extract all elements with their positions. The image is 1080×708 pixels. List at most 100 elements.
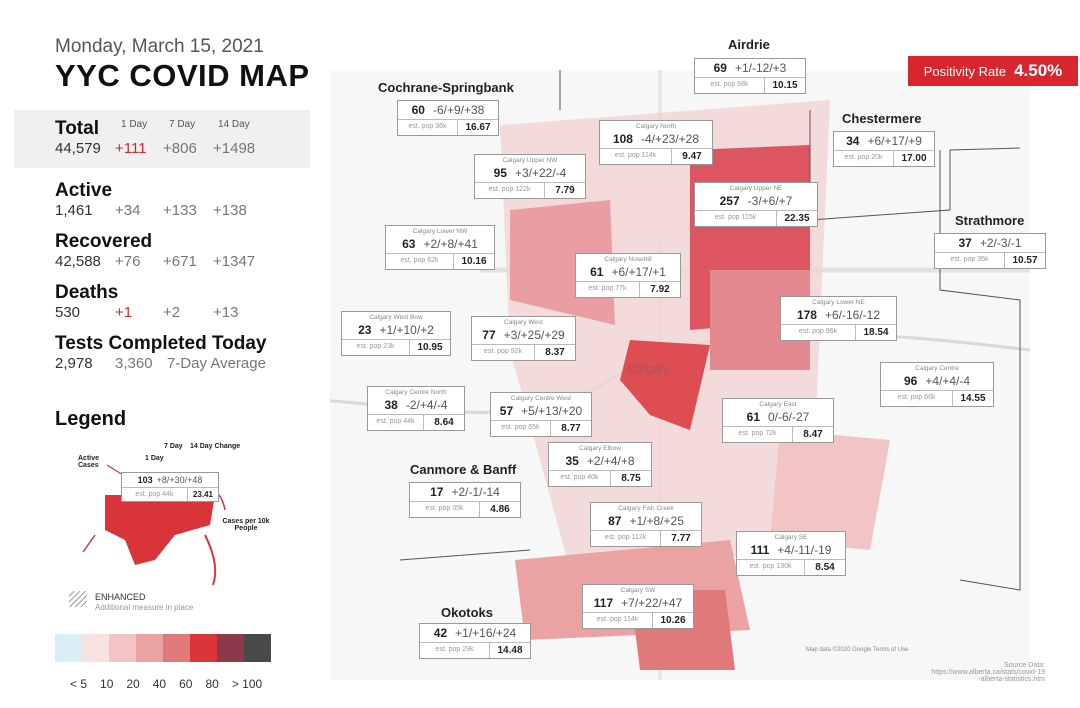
stat-active: Active 1,461 +34 +133 +138 [55,180,310,219]
district-lower-ne [710,270,810,370]
population: est. pop 72k [723,427,793,442]
region-label-strathmore: Strathmore [955,213,1025,228]
change-values: +3/+22/-4 [514,166,567,180]
active-count: 87 [608,514,622,528]
district-name: Calgary Lower NE [812,299,865,306]
district-name: Calgary North [635,123,677,130]
legend-arrow-down [204,534,217,586]
scale-label: 80 [205,677,219,691]
change-values: +4/-11/-19 [777,543,832,557]
rate-per-10k: 7.79 [555,185,575,196]
scale-labels: < 5 10 20 40 60 80 > 100 [70,677,262,691]
stat-label: Tests Completed Today [55,333,267,354]
change-values: -6/+9/+38 [432,103,485,117]
source-url[interactable]: https://www.alberta.ca/stats/covid-19-al… [931,669,1045,683]
district-box-upper-nw[interactable]: Calgary Upper NW 95 +3/+22/-4 est. pop 122k… [474,154,586,199]
active-count: 95 [493,166,507,180]
legend-14-day-change: 14 Day Change [190,443,241,450]
district-box-west[interactable]: Calgary West 77 +3/+25/+29 est. pop 92k 8.37 [471,316,576,361]
stat-1day: +1 [115,304,133,321]
district-name: Calgary Lower NW [412,228,468,235]
population: est. pop 122k [475,183,545,198]
region-box-chestermere[interactable]: 34 +6/+17/+9 est. pop 20k 17.00 [833,131,935,167]
stat-7day: +671 [163,253,197,270]
district-se [770,430,890,550]
rate-per-10k: 8.64 [434,417,454,428]
change-values: -3/+6/+7 [747,194,793,208]
stat-label: Total [55,118,99,139]
change-values: +1/+16/+24 [455,626,517,640]
district-box-north[interactable]: Calgary North 108 -4/+23/+28 est. pop 114k 9… [599,120,713,165]
legend-example-change: +8/+30/+48 [156,475,203,485]
district-box-east[interactable]: Calgary East 61 0/-6/-27 est. pop 72k 8.47 [722,398,834,443]
scale-swatch [244,634,271,662]
population: est. pop 115k [695,211,777,226]
map-city-label: Calgary [628,362,670,376]
district-box-fish-creek[interactable]: Calgary Fish Creek 87 +1/+8/+25 est. pop 11… [590,502,702,547]
active-count: 38 [384,398,398,412]
district-name: Calgary Nosehill [604,256,652,263]
change-values: +2/-3/-1 [979,236,1022,250]
boundary-line [809,147,1021,221]
rate-per-10k: 9.47 [682,151,702,162]
rate-per-10k: 16.67 [465,122,491,133]
district-box-centre[interactable]: Calgary Centre 96 +4/+4/-4 est. pop 66k 14.5… [880,362,994,407]
district-centre [620,340,710,430]
rate-per-10k: 7.92 [650,284,670,295]
stat-value: 2,978 [55,355,93,372]
district-box-elbow[interactable]: Calgary Elbow 35 +2/+4/+8 est. pop 40k 8.75 [548,442,652,487]
change-values: -4/+23/+28 [640,132,700,146]
positivity-rate-badge: Positivity Rate 4.50% [908,56,1078,86]
district-box-nosehill[interactable]: Calgary Nosehill 61 +6/+17/+1 est. pop 77k 7… [575,253,681,298]
scale-label: 20 [126,677,140,691]
district-name: Calgary SW [620,587,656,594]
region-box-airdrie[interactable]: 69 +1/-12/+3 est. pop 68k 10.15 [694,58,806,94]
scale-label: > 100 [231,677,263,691]
stat-14day: +1498 [213,140,256,157]
legend-example-active: 103 [137,475,153,485]
change-values: +3/+25/+29 [503,328,565,342]
district-box-west-bow[interactable]: Calgary West Bow 23 +1/+10/+2 est. pop 23k 1… [341,311,451,356]
district-box-upper-ne[interactable]: Calgary Upper NE 257 -3/+6/+7 est. pop 115k… [694,182,818,227]
district-box-sw[interactable]: Calgary SW 117 +7/+22/+47 est. pop 114k 10.2… [582,584,694,629]
district-name: Calgary Upper NE [729,185,783,192]
change-values: +2/-1/-14 [451,485,500,499]
scale-swatch [82,634,109,662]
district-box-lower-ne[interactable]: Calgary Lower NE 178 +6/-16/-12 est. pop 96… [780,296,897,341]
region-box-cochrane[interactable]: 60 -6/+9/+38 est. pop 36k 16.67 [397,100,499,136]
district-box-lower-nw[interactable]: Calgary Lower NW 63 +2/+8/+41 est. pop 62k 1… [385,225,495,270]
change-values: +6/+17/+1 [611,265,666,279]
stat-1day: +34 [115,202,141,219]
header-1-day: 1 Day [121,119,148,130]
source-label: Source Data: [1004,662,1045,669]
stat-recovered: Recovered 42,588 +76 +671 +1347 [55,231,310,270]
population: est. pop 36k [398,120,458,135]
district-box-centre-north[interactable]: Calgary Centre North 38 -2/+4/-4 est. pop 4… [367,386,465,431]
region-box-okotoks[interactable]: 42 +1/+16/+24 est. pop 29k 14.48 [419,623,531,659]
active-count: 77 [482,328,496,342]
legend-diagram [55,440,285,620]
legend-title: Legend [55,408,127,430]
region-box-canmore[interactable]: 17 +2/-1/-14 est. pop 35k 4.86 [409,482,521,518]
district-box-centre-west[interactable]: Calgary Centre West 57 +5/+13/+20 est. pop … [490,392,592,437]
population: est. pop 130k [737,560,805,575]
region-label-airdrie: Airdrie [728,37,770,52]
legend-7-day: 7 Day [164,443,183,450]
positivity-value: 4.50% [1014,61,1063,80]
scale-swatch [190,634,217,662]
district-name: Calgary Centre [915,365,959,372]
active-count: 23 [358,323,372,337]
legend-arrow-active [106,464,124,476]
active-count: 35 [565,454,579,468]
region-box-strathmore[interactable]: 37 +2/-3/-1 est. pop 35k 10.57 [934,233,1046,269]
total-highlight [14,110,310,168]
scale-swatch [217,634,244,662]
population: est. pop 20k [834,151,894,166]
boundary-line [399,549,531,561]
stat-7day: +133 [163,202,197,219]
population: est. pop 96k [781,325,856,340]
date-label: Monday, March 15, 2021 [55,36,264,57]
change-values: +7/+22/+47 [621,596,683,610]
district-box-se[interactable]: Calgary SE 111 +4/-11/-19 est. pop 130k 8.54 [736,531,846,576]
active-count: 96 [903,374,918,388]
